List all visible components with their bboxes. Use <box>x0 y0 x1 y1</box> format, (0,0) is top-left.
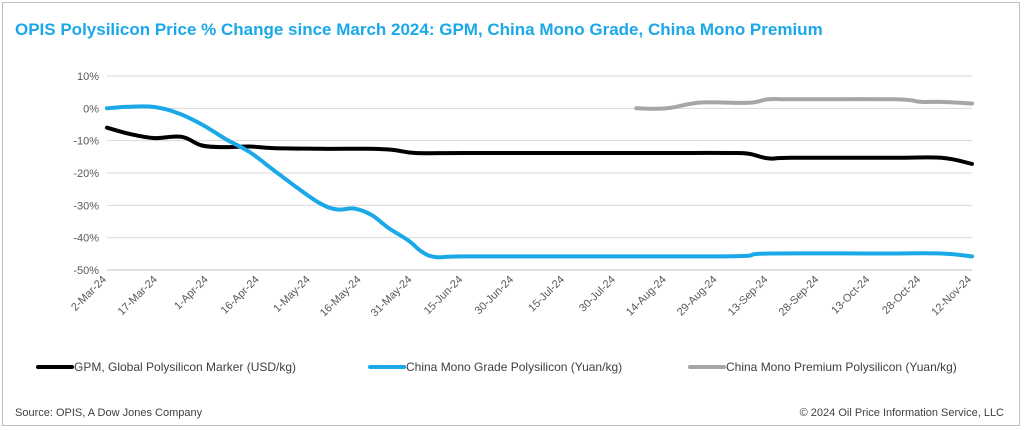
x-axis-tick-labels: 2-Mar-24 17-Mar-24 1-Apr-24 16-Apr-24 1-May-… <box>69 274 974 320</box>
series-line-china-mono-grade-polysilicon-yuan-kg <box>105 104 974 260</box>
y-axis-tick-labels: 10% 0% -10% -20% -30% -40% -50% <box>73 71 99 277</box>
legend-label: China Mono Premium Polysilicon (Yuan/kg) <box>726 360 957 374</box>
series-line-china-mono-premium-polysilicon-yuan-kg <box>634 96 974 111</box>
copyright-note: © 2024 Oil Price Information Service, LL… <box>799 407 1004 419</box>
x-tick-label: 29-Aug-24 <box>675 274 720 319</box>
x-tick-label: 14-Aug-24 <box>624 274 669 319</box>
x-tick-label: 16-Apr-24 <box>219 274 262 317</box>
legend-label: China Mono Grade Polysilicon (Yuan/kg) <box>406 360 622 374</box>
x-tick-label: 12-Nov-24 <box>929 274 974 319</box>
chart-title: OPIS Polysilicon Price % Change since Ma… <box>15 20 823 39</box>
y-tick-label: -30% <box>73 200 99 212</box>
x-tick-label: 1-May-24 <box>271 274 312 315</box>
x-tick-label: 28-Sep-24 <box>777 274 822 319</box>
legend-label: GPM, Global Polysilicon Marker (USD/kg) <box>74 360 296 374</box>
series-line-gpm-global-polysilicon-marker-usd-kg <box>105 125 974 166</box>
x-tick-label: 31-May-24 <box>369 274 415 320</box>
series-lines <box>105 96 974 260</box>
x-tick-label: 15-Jun-24 <box>422 274 466 318</box>
x-tick-label: 16-May-24 <box>318 274 364 320</box>
x-tick-label: 30-Jun-24 <box>473 274 517 318</box>
x-tick-label: 28-Oct-24 <box>880 274 923 317</box>
x-tick-label: 30-Jul-24 <box>577 274 618 315</box>
y-tick-label: 0% <box>83 103 99 115</box>
y-tick-label: -20% <box>73 168 99 180</box>
y-tick-label: -40% <box>73 233 99 245</box>
legend: GPM, Global Polysilicon Marker (USD/kg) C… <box>36 360 957 374</box>
x-tick-label: 13-Sep-24 <box>726 274 771 319</box>
x-tick-label: 17-Mar-24 <box>116 274 160 318</box>
x-tick-label: 2-Mar-24 <box>69 274 109 314</box>
source-note: Source: OPIS, A Dow Jones Company <box>15 407 203 419</box>
x-tick-label: 15-Jul-24 <box>526 274 567 315</box>
x-tick-label: 1-Apr-24 <box>172 274 211 313</box>
y-tick-label: -50% <box>73 265 99 277</box>
y-tick-label: 10% <box>77 71 99 83</box>
x-tick-label: 13-Oct-24 <box>829 274 872 317</box>
y-tick-label: -10% <box>73 136 99 148</box>
gridlines <box>107 75 972 239</box>
